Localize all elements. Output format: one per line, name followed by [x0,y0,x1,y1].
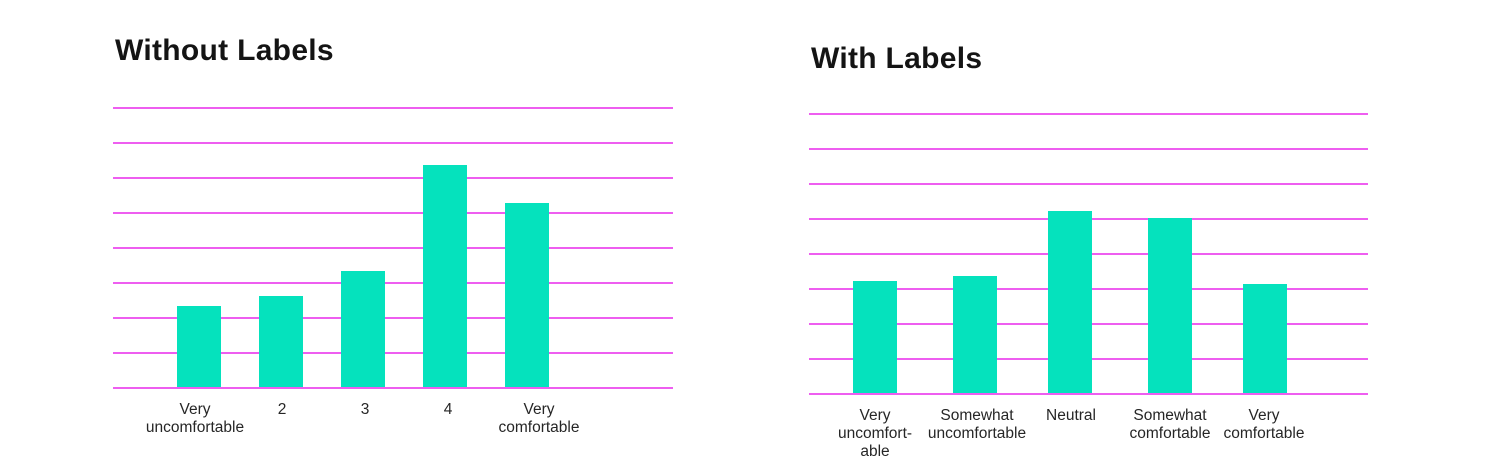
bar-2 [259,296,303,387]
bar-somewhat-comfortable [1148,218,1192,393]
gridline [113,177,673,179]
gridline [809,113,1368,115]
bar-neutral [1048,211,1092,393]
gridline [809,148,1368,150]
x-axis-baseline [113,387,673,389]
gridline [113,282,673,284]
x-axis-label: Somewhat uncomfortable [927,407,1027,442]
gridline [809,183,1368,185]
gridline [113,107,673,109]
x-axis-label: Very uncomfortable [145,401,245,436]
gridline [113,247,673,249]
plot-area [809,113,1368,395]
plot-area [113,107,673,389]
x-axis-label: Neutral [1046,407,1096,424]
x-axis-label: Very comfortable [1223,407,1305,442]
x-axis-label: Very comfortable [498,401,580,436]
x-axis-label: Somewhat comfortable [1129,407,1211,442]
bar-very-uncomfortable [853,281,897,393]
bar-very-uncomfortable [177,306,221,387]
chart-title: With Labels [811,42,983,75]
x-axis-baseline [809,393,1368,395]
bar-very-comfortable [505,203,549,387]
gridline [113,212,673,214]
bar-4 [423,165,467,387]
gridline [113,317,673,319]
x-axis-label: 4 [443,401,453,418]
gridline [113,352,673,354]
x-axis-label: 2 [277,401,287,418]
gridline [113,142,673,144]
x-axis-label: 3 [360,401,370,418]
bar-3 [341,271,385,387]
chart-title: Without Labels [115,34,334,67]
bar-somewhat-uncomfortable [953,276,997,393]
bar-very-comfortable [1243,284,1287,393]
x-axis-label: Very uncomfort-able [837,407,913,460]
